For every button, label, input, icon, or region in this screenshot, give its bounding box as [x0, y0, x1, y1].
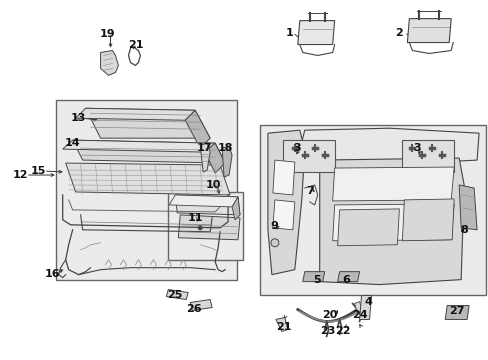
Polygon shape	[185, 110, 210, 148]
Polygon shape	[332, 204, 453, 241]
Text: 7: 7	[305, 186, 313, 196]
Polygon shape	[402, 199, 453, 241]
Text: 14: 14	[65, 138, 81, 148]
Text: 21: 21	[276, 323, 291, 332]
Bar	[168, 192, 243, 260]
Bar	[260, 125, 485, 294]
Text: 6: 6	[342, 275, 350, 285]
Text: 10: 10	[205, 180, 221, 190]
Bar	[282, 140, 334, 172]
Polygon shape	[359, 296, 371, 319]
Polygon shape	[302, 272, 324, 282]
Polygon shape	[272, 200, 294, 230]
Text: 22: 22	[334, 327, 350, 336]
Text: 3: 3	[292, 143, 300, 153]
Polygon shape	[337, 272, 359, 282]
Polygon shape	[62, 140, 215, 152]
Polygon shape	[458, 185, 476, 230]
Polygon shape	[65, 163, 229, 195]
Polygon shape	[319, 158, 463, 285]
Polygon shape	[85, 108, 210, 138]
Text: 16: 16	[45, 269, 61, 279]
Bar	[402, 140, 453, 172]
Polygon shape	[299, 128, 478, 165]
Text: 1: 1	[285, 28, 293, 37]
Text: 26: 26	[186, 303, 202, 314]
Circle shape	[197, 225, 202, 230]
Polygon shape	[76, 108, 195, 120]
Polygon shape	[205, 143, 224, 173]
Text: 12: 12	[13, 170, 29, 180]
Text: 15: 15	[31, 166, 46, 176]
Polygon shape	[175, 195, 240, 215]
Text: 25: 25	[167, 289, 183, 300]
Polygon shape	[275, 318, 287, 332]
Polygon shape	[200, 143, 210, 172]
Polygon shape	[332, 167, 453, 201]
Text: 4: 4	[364, 297, 372, 306]
Polygon shape	[444, 306, 468, 319]
Polygon shape	[166, 289, 188, 300]
Polygon shape	[297, 21, 334, 45]
Polygon shape	[101, 50, 118, 75]
Text: 9: 9	[269, 221, 277, 231]
Text: 27: 27	[448, 306, 464, 316]
Text: 24: 24	[351, 310, 366, 320]
Text: 3: 3	[413, 143, 420, 153]
Circle shape	[270, 239, 278, 247]
Polygon shape	[73, 140, 224, 163]
Polygon shape	[407, 19, 450, 42]
Polygon shape	[267, 130, 304, 275]
Polygon shape	[190, 300, 212, 310]
Text: 20: 20	[321, 310, 337, 320]
Polygon shape	[232, 197, 240, 220]
Polygon shape	[354, 302, 362, 314]
Text: 23: 23	[319, 327, 335, 336]
Text: 19: 19	[100, 28, 115, 39]
Polygon shape	[169, 195, 238, 207]
Polygon shape	[222, 146, 232, 177]
Text: 17: 17	[196, 143, 211, 153]
Bar	[56, 100, 237, 280]
Text: 2: 2	[395, 28, 403, 37]
Text: 11: 11	[187, 213, 203, 223]
Text: 18: 18	[217, 143, 232, 153]
Text: 5: 5	[312, 275, 320, 285]
Polygon shape	[178, 215, 240, 240]
Text: 13: 13	[71, 113, 86, 123]
Polygon shape	[272, 160, 294, 195]
Text: 21: 21	[127, 40, 143, 50]
Polygon shape	[337, 209, 399, 246]
Text: 8: 8	[459, 225, 467, 235]
